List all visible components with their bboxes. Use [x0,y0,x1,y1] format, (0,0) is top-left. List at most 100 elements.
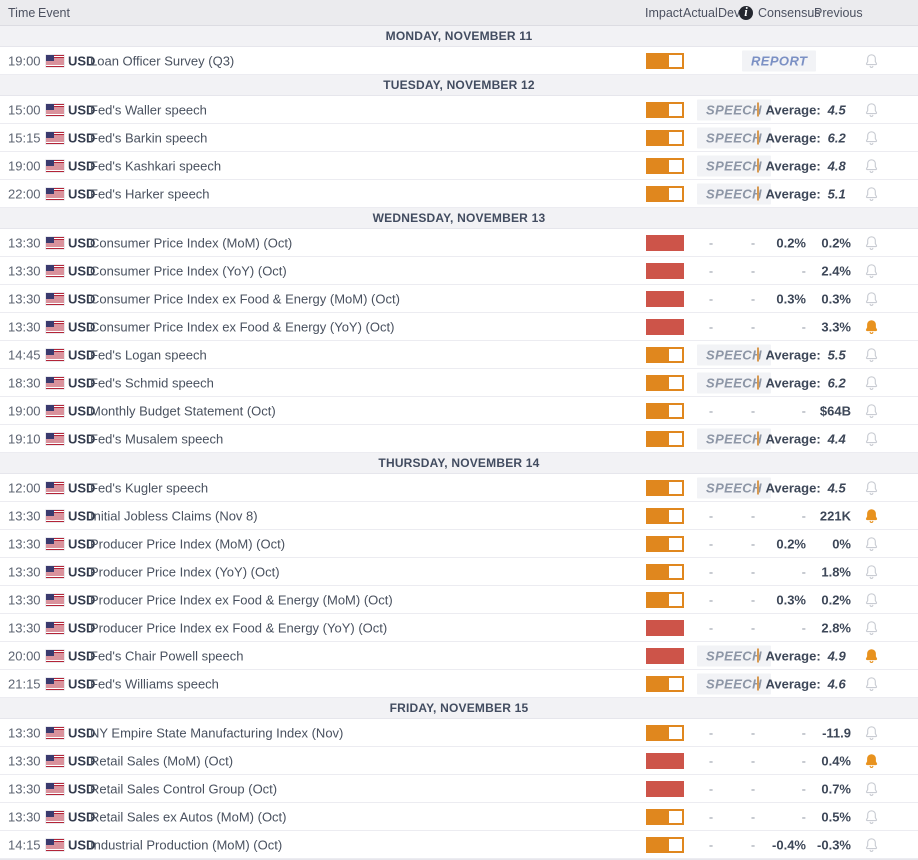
alert-bell-button[interactable] [861,723,881,743]
alert-bell-button[interactable] [861,345,881,365]
event-badge[interactable]: SPEECH [697,673,771,694]
alert-bell-button[interactable] [861,646,881,666]
event-badge[interactable]: REPORT [742,50,817,71]
event-row[interactable]: 13:30 USD Initial Jobless Claims (Nov 8)… [0,502,918,530]
event-name[interactable]: Fed's Musalem speech [90,431,224,446]
event-name[interactable]: Retail Sales Control Group (Oct) [90,781,278,796]
event-name[interactable]: Fed's Harker speech [90,186,210,201]
header-event: Event [38,5,70,20]
event-row[interactable]: 13:30 USD Retail Sales (MoM) (Oct) - - -… [0,747,918,775]
event-row[interactable]: 13:30 USD Consumer Price Index (MoM) (Oc… [0,229,918,257]
event-name[interactable]: Consumer Price Index ex Food & Energy (Y… [90,319,395,334]
event-row[interactable]: 19:00 USD Fed's Kashkari speech SPEECH A… [0,152,918,180]
alert-bell-button[interactable] [861,233,881,253]
event-name[interactable]: Monthly Budget Statement (Oct) [90,403,276,418]
alert-bell-button[interactable] [861,128,881,148]
event-badge[interactable]: SPEECH [697,477,771,498]
event-row[interactable]: 13:30 USD Producer Price Index ex Food &… [0,614,918,642]
event-name[interactable]: Fed's Waller speech [90,102,207,117]
alert-bell-button[interactable] [861,156,881,176]
event-name[interactable]: Consumer Price Index (YoY) (Oct) [90,263,287,278]
event-badge[interactable]: SPEECH [697,155,771,176]
event-row[interactable]: 14:45 USD Fed's Logan speech SPEECH Aver… [0,341,918,369]
alert-bell-button[interactable] [861,289,881,309]
us-flag-icon [46,810,64,823]
event-badge[interactable]: SPEECH [697,183,771,204]
event-name[interactable]: Industrial Production (MoM) (Oct) [90,837,283,852]
event-name[interactable]: Producer Price Index ex Food & Energy (Y… [90,620,388,635]
event-row[interactable]: 13:30 USD Consumer Price Index ex Food &… [0,285,918,313]
event-badge[interactable]: SPEECH [697,99,771,120]
event-row[interactable]: 18:30 USD Fed's Schmid speech SPEECH Ave… [0,369,918,397]
event-name[interactable]: Consumer Price Index ex Food & Energy (M… [90,291,400,306]
event-row[interactable]: 19:00 USD Loan Officer Survey (Q3) REPOR… [0,47,918,75]
event-name[interactable]: Loan Officer Survey (Q3) [90,53,235,68]
impact-bar-icon [646,563,684,580]
event-row[interactable]: 13:30 USD Consumer Price Index ex Food &… [0,313,918,341]
alert-bell-button[interactable] [861,835,881,855]
event-row[interactable]: 13:30 USD Producer Price Index (MoM) (Oc… [0,530,918,558]
event-badge[interactable]: SPEECH [697,127,771,148]
alert-bell-button[interactable] [861,779,881,799]
event-badge[interactable]: SPEECH [697,372,771,393]
event-name[interactable]: Fed's Kashkari speech [90,158,222,173]
event-name[interactable]: Fed's Logan speech [90,347,207,362]
alert-bell-button[interactable] [861,618,881,638]
alert-bell-button[interactable] [861,184,881,204]
alert-bell-button[interactable] [861,534,881,554]
alert-bell-button[interactable] [861,590,881,610]
event-name[interactable]: Fed's Barkin speech [90,130,208,145]
alert-bell-button[interactable] [861,674,881,694]
alert-bell-button[interactable] [861,478,881,498]
event-row[interactable]: 12:00 USD Fed's Kugler speech SPEECH Ave… [0,474,918,502]
event-row[interactable]: 19:10 USD Fed's Musalem speech SPEECH Av… [0,425,918,453]
event-row[interactable]: 21:15 USD Fed's Williams speech SPEECH A… [0,670,918,698]
event-name[interactable]: Producer Price Index (YoY) (Oct) [90,564,280,579]
event-row[interactable]: 14:15 USD Industrial Production (MoM) (O… [0,831,918,859]
event-name[interactable]: Producer Price Index (MoM) (Oct) [90,536,286,551]
info-icon[interactable]: i [739,5,753,20]
alert-bell-button[interactable] [861,429,881,449]
alert-bell-button[interactable] [861,51,881,71]
event-badge[interactable]: SPEECH [697,645,771,666]
event-name[interactable]: Retail Sales (MoM) (Oct) [90,753,234,768]
event-badge[interactable]: SPEECH [697,344,771,365]
event-row[interactable]: 20:00 USD Fed's Chair Powell speech SPEE… [0,642,918,670]
event-name[interactable]: NY Empire State Manufacturing Index (Nov… [90,725,344,740]
event-row[interactable]: 13:30 USD Retail Sales Control Group (Oc… [0,775,918,803]
event-row[interactable]: 13:30 USD Consumer Price Index (YoY) (Oc… [0,257,918,285]
event-row[interactable]: 19:00 USD Monthly Budget Statement (Oct)… [0,397,918,425]
event-row[interactable]: 13:30 USD Producer Price Index (YoY) (Oc… [0,558,918,586]
event-name[interactable]: Retail Sales ex Autos (MoM) (Oct) [90,809,287,824]
event-name[interactable]: Consumer Price Index (MoM) (Oct) [90,235,293,250]
alert-bell-button[interactable] [861,373,881,393]
alert-bell-button[interactable] [861,506,881,526]
average-label: Average: [765,158,821,173]
event-currency: USD [68,536,96,551]
alert-bell-button[interactable] [861,807,881,827]
alert-bell-button[interactable] [861,401,881,421]
event-badge[interactable]: SPEECH [697,428,771,449]
event-name[interactable]: Fed's Williams speech [90,676,219,691]
event-row[interactable]: 15:00 USD Fed's Waller speech SPEECH Ave… [0,96,918,124]
average-value: 6.2 [827,375,846,390]
average-label: Average: [765,676,821,691]
alert-bell-button[interactable] [861,261,881,281]
event-name[interactable]: Fed's Schmid speech [90,375,214,390]
event-row[interactable]: 13:30 USD NY Empire State Manufacturing … [0,719,918,747]
event-row[interactable]: 22:00 USD Fed's Harker speech SPEECH Ave… [0,180,918,208]
alert-bell-button[interactable] [861,100,881,120]
event-row[interactable]: 13:30 USD Retail Sales ex Autos (MoM) (O… [0,803,918,831]
alert-bell-button[interactable] [861,317,881,337]
event-row[interactable]: 15:15 USD Fed's Barkin speech SPEECH Ave… [0,124,918,152]
consensus-value: - [801,809,806,824]
alert-bell-button[interactable] [861,562,881,582]
event-name[interactable]: Initial Jobless Claims (Nov 8) [90,508,258,523]
alert-bell-button[interactable] [861,751,881,771]
event-name[interactable]: Fed's Kugler speech [90,480,209,495]
event-name[interactable]: Producer Price Index ex Food & Energy (M… [90,592,393,607]
average-group: Average: 4.6 [757,676,846,691]
event-name[interactable]: Fed's Chair Powell speech [90,648,244,663]
actual-value: - [708,235,714,250]
event-row[interactable]: 13:30 USD Producer Price Index ex Food &… [0,586,918,614]
